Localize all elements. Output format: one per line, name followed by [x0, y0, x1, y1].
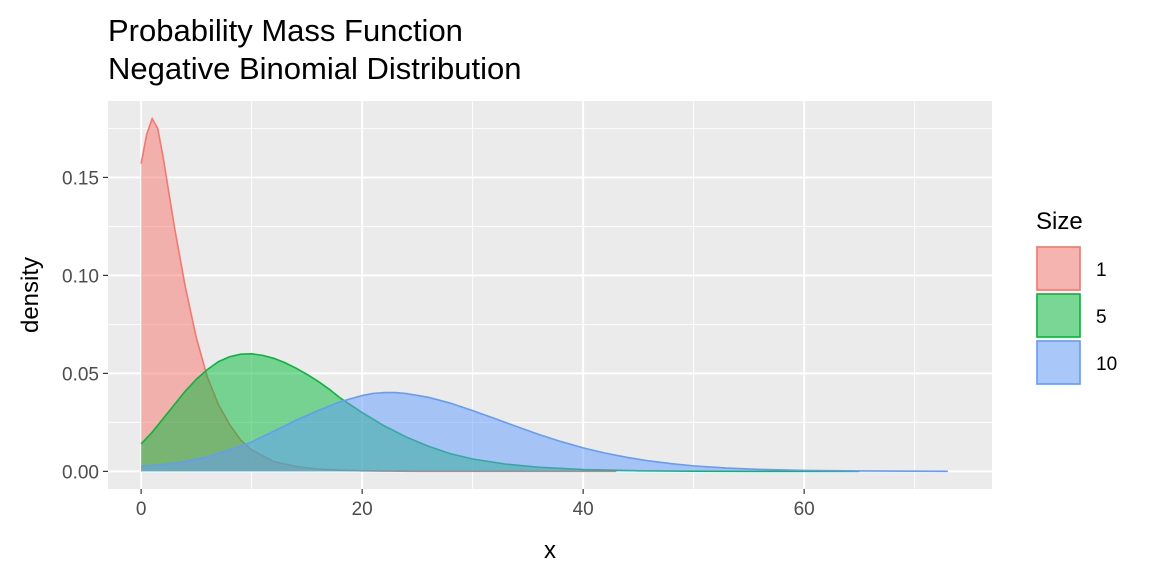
legend-label-10: 10 [1096, 354, 1117, 375]
legend-key-10 [1036, 340, 1081, 385]
y-tick-label: 0.10 [62, 266, 99, 287]
y-tick-label: 0.00 [62, 462, 99, 483]
chart-subtitle: Negative Binomial Distribution [108, 51, 522, 86]
y-tick-label: 0.05 [62, 364, 99, 385]
series-areas [140, 116, 948, 473]
x-axis-title: x [544, 537, 556, 564]
area-series-10 [141, 392, 948, 472]
line-series-10 [141, 391, 948, 473]
y-tick-label: 0.15 [62, 168, 99, 189]
x-axis: 0 20 40 60 [136, 489, 815, 520]
x-tick-label: 0 [136, 499, 147, 520]
legend-label-1: 1 [1096, 260, 1107, 281]
x-tick-label: 60 [794, 499, 815, 520]
grid-minor [108, 101, 992, 489]
x-tick-label: 40 [573, 499, 594, 520]
legend-label-5: 5 [1096, 307, 1107, 328]
legend-title: Size [1036, 208, 1083, 235]
y-axis-title: density [17, 257, 44, 333]
legend-key-5 [1036, 293, 1081, 338]
chart-title: Probability Mass Function [108, 13, 463, 48]
x-tick-label: 20 [352, 499, 373, 520]
legend-key-1 [1036, 246, 1081, 291]
y-axis: 0.00 0.05 0.10 0.15 [62, 168, 108, 483]
